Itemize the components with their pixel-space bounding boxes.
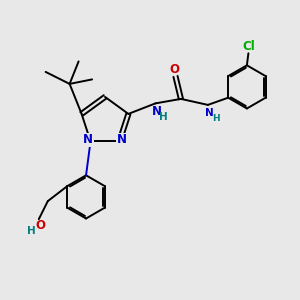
Text: H: H: [27, 226, 36, 236]
Text: O: O: [169, 63, 179, 76]
Text: H: H: [159, 112, 168, 122]
Text: N: N: [83, 134, 93, 146]
Text: N: N: [205, 108, 214, 118]
Text: H: H: [212, 114, 220, 123]
Text: N: N: [117, 134, 127, 146]
Text: O: O: [35, 219, 45, 232]
Text: Cl: Cl: [242, 40, 255, 53]
Text: N: N: [152, 105, 162, 118]
